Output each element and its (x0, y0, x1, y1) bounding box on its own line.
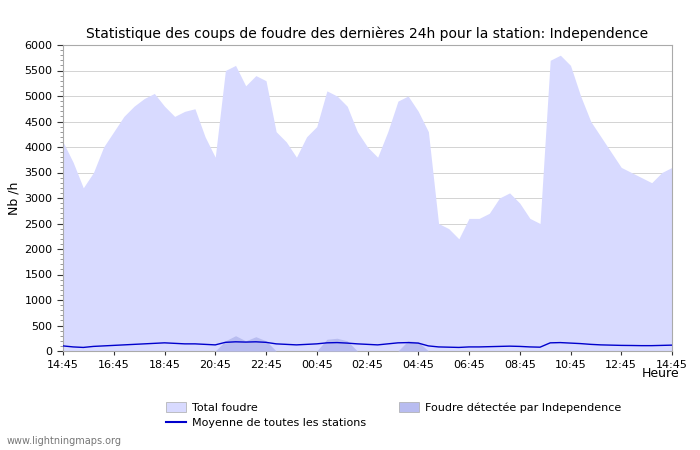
Title: Statistique des coups de foudre des dernières 24h pour la station: Independence: Statistique des coups de foudre des dern… (86, 27, 649, 41)
Text: Heure: Heure (641, 367, 679, 380)
Y-axis label: Nb /h: Nb /h (7, 181, 20, 215)
Legend: Total foudre, Moyenne de toutes les stations, Foudre détectée par Independence: Total foudre, Moyenne de toutes les stat… (166, 402, 621, 428)
Text: www.lightningmaps.org: www.lightningmaps.org (7, 436, 122, 446)
